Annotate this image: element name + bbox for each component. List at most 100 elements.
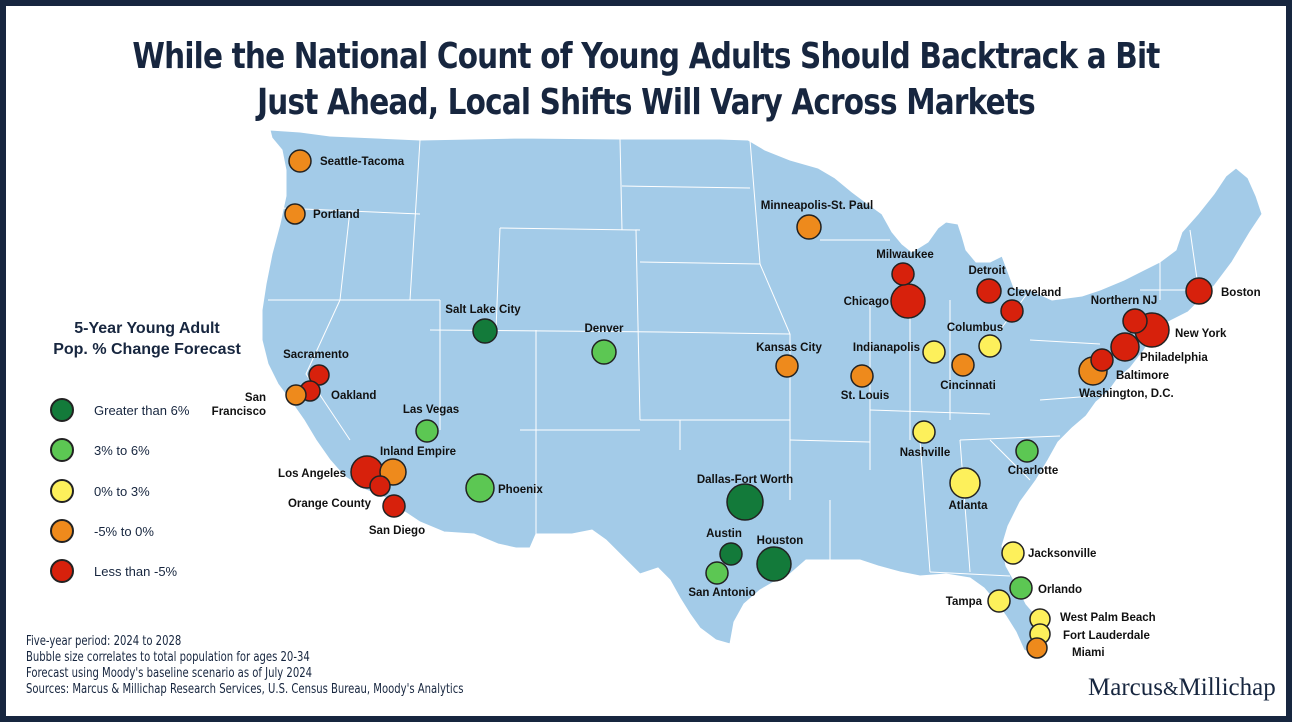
bubble-san-antonio (705, 561, 729, 585)
footnote-bubble-size: Bubble size correlates to total populati… (26, 650, 310, 665)
bubble-austin (719, 542, 743, 566)
bubble-st-louis (850, 364, 874, 388)
bubble-cincinnati (951, 353, 975, 377)
legend-swatch (50, 438, 74, 462)
legend-swatch (50, 479, 74, 503)
legend-swatch (50, 559, 74, 583)
label-salt-lake-city: Salt Lake City (445, 304, 521, 316)
label-orange-county: Orange County (288, 498, 372, 510)
bubble-columbus (978, 334, 1002, 358)
bubble-dallas-fort-worth (726, 483, 764, 521)
label-san-antonio: San Antonio (688, 587, 755, 599)
label-minneapolis-st-paul: Minneapolis-St. Paul (761, 200, 873, 212)
label-cincinnati: Cincinnati (940, 380, 996, 392)
bubble-las-vegas (415, 419, 439, 443)
bubble-jacksonville (1001, 541, 1025, 565)
city-labels: Seattle-Tacoma Portland Sacramento Oakland S… (212, 156, 1261, 659)
logo-ampersand: & (1162, 678, 1179, 700)
legend-item-minus5-to-0: -5% to 0% (50, 518, 154, 544)
label-denver: Denver (585, 323, 625, 335)
label-philadelphia: Philadelphia (1140, 352, 1208, 364)
bubble-salt-lake-city (472, 318, 498, 344)
label-nashville: Nashville (900, 447, 951, 459)
label-sacramento: Sacramento (283, 349, 349, 361)
footnote-forecast: Forecast using Moody's baseline scenario… (26, 666, 313, 681)
legend-item-less-than-minus5: Less than -5% (50, 558, 177, 584)
bubble-sacramento (308, 364, 330, 386)
legend-label: 3% to 6% (94, 442, 150, 458)
bubble-detroit (976, 278, 1002, 304)
label-orlando: Orlando (1038, 584, 1082, 596)
label-san-francisco: San Francisco (212, 392, 266, 418)
logo-part-1: Marcus (1088, 674, 1163, 701)
state-borders (268, 138, 1201, 577)
bubble-seattle-tacoma (288, 149, 312, 173)
city-bubbles (284, 149, 1213, 659)
bubble-orlando (1009, 576, 1033, 600)
label-miami: Miami (1072, 647, 1105, 659)
legend-label: Greater than 6% (94, 402, 190, 418)
footnotes: Five-year period: 2024 to 2028 Bubble si… (26, 634, 463, 698)
footnote-period: Five-year period: 2024 to 2028 (26, 634, 182, 649)
legend-label: Less than -5% (94, 563, 178, 579)
label-inland-empire: Inland Empire (380, 446, 456, 458)
legend-title: 5-Year Young Adult Pop. % Change Forecas… (22, 318, 272, 360)
bubble-cleveland (1000, 299, 1024, 323)
legend-item-0-to-3: 0% to 3% (50, 478, 150, 504)
label-new-york: New York (1175, 328, 1227, 340)
label-san-diego: San Diego (369, 525, 425, 537)
bubble-portland (284, 203, 306, 225)
label-detroit: Detroit (968, 265, 1005, 277)
label-houston: Houston (757, 535, 804, 547)
label-oakland: Oakland (331, 390, 376, 402)
label-dallas-fort-worth: Dallas-Fort Worth (697, 474, 793, 486)
label-austin: Austin (706, 528, 742, 540)
bubble-atlanta (949, 467, 981, 499)
legend-item-greater-than-6: Greater than 6% (50, 397, 189, 423)
legend-title-line-1: 5-Year Young Adult (74, 320, 220, 337)
bubble-indianapolis (922, 340, 946, 364)
label-los-angeles: Los Angeles (278, 468, 346, 480)
legend-label: 0% to 3% (94, 483, 150, 499)
bubble-philadelphia (1110, 332, 1140, 362)
legend-swatch (50, 398, 74, 422)
bubble-baltimore (1090, 348, 1114, 372)
legend-item-3-to-6: 3% to 6% (50, 437, 150, 463)
bubble-san-diego (382, 494, 406, 518)
bubble-tampa (987, 589, 1011, 613)
us-land (261, 129, 1263, 657)
label-seattle-tacoma: Seattle-Tacoma (320, 156, 405, 168)
bubble-northern-nj (1122, 308, 1148, 334)
footnote-sources: Sources: Marcus & Millichap Research Ser… (26, 682, 464, 697)
label-jacksonville: Jacksonville (1028, 548, 1096, 560)
legend-title-line-2: Pop. % Change Forecast (53, 341, 241, 358)
label-kansas-city: Kansas City (756, 342, 822, 354)
label-las-vegas: Las Vegas (403, 404, 459, 416)
label-columbus: Columbus (947, 322, 1003, 334)
label-portland: Portland (313, 209, 360, 221)
bubble-phoenix (465, 473, 495, 503)
bubble-boston (1185, 277, 1213, 305)
label-indianapolis: Indianapolis (853, 342, 920, 354)
logo-part-2: Millichap (1178, 674, 1276, 701)
label-atlanta: Atlanta (949, 500, 989, 512)
bubble-orange-county (369, 475, 391, 497)
label-chicago: Chicago (844, 296, 889, 308)
legend-swatch (50, 519, 74, 543)
title-line-1: While the National Count of Young Adults… (132, 36, 1160, 77)
bubble-nashville (912, 420, 936, 444)
label-charlotte: Charlotte (1008, 465, 1058, 477)
bubble-denver (591, 339, 617, 365)
bubble-san-francisco (285, 384, 307, 406)
label-phoenix: Phoenix (498, 484, 543, 496)
bubble-charlotte (1015, 439, 1039, 463)
bubble-miami (1026, 637, 1048, 659)
bubble-milwaukee (891, 262, 915, 286)
top-notch (634, 6, 670, 28)
label-washington-d-c: Washington, D.C. (1079, 388, 1174, 400)
label-west-palm-beach: West Palm Beach (1060, 612, 1156, 624)
legend-label: -5% to 0% (94, 523, 154, 539)
bubble-houston (756, 546, 792, 582)
bubble-kansas-city (775, 354, 799, 378)
